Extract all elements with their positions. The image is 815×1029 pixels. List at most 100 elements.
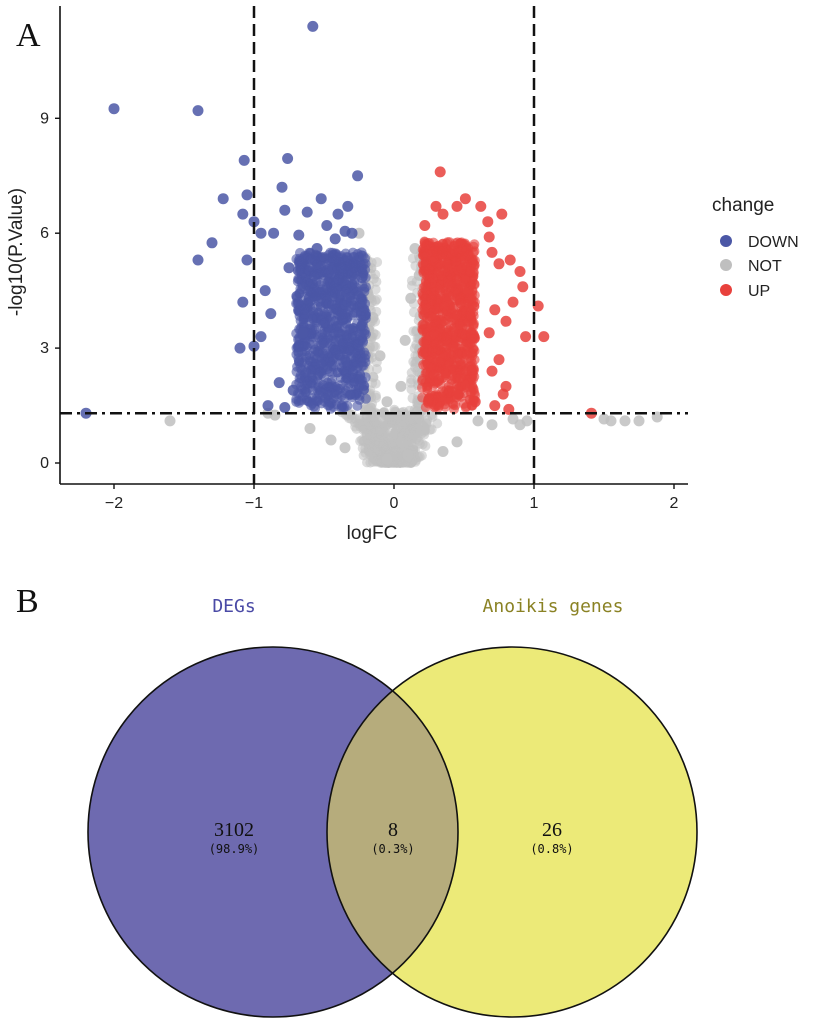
point-down	[265, 308, 277, 320]
point-up	[493, 354, 505, 366]
point-not	[486, 419, 498, 431]
point-not	[381, 453, 393, 465]
venn-percent-anoikis-only: (0.8%)	[530, 842, 573, 856]
point-down	[342, 359, 353, 370]
point-up	[448, 341, 458, 352]
point-down	[299, 304, 310, 315]
series-not	[164, 227, 663, 468]
point-up	[418, 282, 429, 293]
point-down	[301, 206, 313, 218]
point-down	[322, 377, 333, 388]
venn-count-degs-only: 3102	[214, 819, 254, 841]
point-down	[318, 348, 329, 359]
point-down	[357, 319, 368, 330]
point-up	[500, 315, 512, 327]
point-up	[452, 309, 463, 320]
point-up	[449, 404, 459, 415]
venn-percent-intersection: (0.3%)	[371, 842, 414, 856]
venn-outline-degs	[87, 646, 459, 1018]
point-down	[301, 386, 311, 397]
point-up	[456, 263, 467, 274]
point-down	[341, 279, 351, 290]
point-down	[309, 324, 320, 335]
point-down	[293, 265, 303, 276]
point-not	[304, 423, 316, 434]
point-up	[451, 200, 463, 212]
point-up	[427, 396, 438, 407]
point-up	[469, 279, 480, 290]
point-up	[446, 351, 457, 362]
point-up	[439, 301, 450, 312]
point-not	[472, 415, 484, 427]
point-up	[443, 276, 453, 287]
point-up	[427, 313, 438, 323]
point-down	[300, 367, 311, 378]
x-tick-label: 2	[670, 495, 679, 512]
point-down	[338, 338, 348, 349]
point-not	[437, 446, 449, 457]
point-down	[248, 216, 260, 228]
point-up	[466, 387, 477, 398]
point-not	[413, 400, 423, 411]
point-up	[433, 374, 444, 385]
point-down	[255, 227, 267, 239]
point-not	[402, 449, 414, 461]
point-up	[455, 298, 466, 309]
point-up	[434, 357, 445, 368]
point-up	[435, 324, 445, 335]
point-up	[467, 365, 477, 375]
panel-b-letter: B	[16, 583, 39, 620]
point-up	[483, 327, 495, 339]
point-up	[422, 239, 433, 250]
venn-count-intersection: 8	[388, 819, 398, 841]
point-up	[486, 246, 498, 258]
point-down	[360, 310, 371, 321]
legend-swatch-up	[720, 284, 732, 296]
point-not	[369, 417, 380, 428]
point-not	[370, 341, 381, 352]
x-tick-label: 0	[390, 495, 399, 512]
point-down	[311, 243, 323, 254]
point-not	[408, 307, 419, 318]
point-up	[437, 386, 448, 397]
point-up	[425, 362, 436, 373]
point-up	[451, 256, 462, 267]
point-up	[450, 238, 461, 249]
series-down	[80, 20, 371, 419]
point-down	[206, 237, 218, 249]
x-tick-label: 1	[530, 495, 539, 512]
point-up	[430, 346, 441, 357]
legend-title: change	[712, 195, 774, 216]
point-up	[475, 200, 487, 212]
point-not	[422, 415, 433, 426]
point-down	[333, 326, 344, 337]
series-up	[417, 166, 597, 419]
point-down	[237, 296, 249, 308]
point-up	[437, 208, 449, 220]
point-not	[371, 364, 382, 374]
point-down	[238, 154, 250, 166]
point-up	[419, 220, 431, 231]
point-not	[372, 257, 383, 268]
point-up	[455, 279, 466, 290]
point-down	[282, 153, 294, 164]
point-down	[360, 329, 371, 340]
point-down	[331, 348, 342, 359]
point-down	[293, 229, 305, 241]
point-down	[192, 254, 204, 266]
point-up	[441, 334, 452, 345]
point-up	[460, 339, 471, 350]
point-not	[164, 415, 176, 427]
point-down	[327, 286, 338, 297]
point-up	[434, 166, 446, 178]
point-down	[346, 227, 358, 239]
y-tick-label: 0	[40, 455, 49, 472]
point-down	[293, 340, 304, 351]
x-tick-label: −1	[245, 495, 263, 512]
point-up	[517, 281, 529, 293]
point-up	[520, 331, 532, 343]
point-down	[332, 208, 344, 220]
point-down	[312, 376, 323, 387]
point-not	[368, 372, 379, 383]
